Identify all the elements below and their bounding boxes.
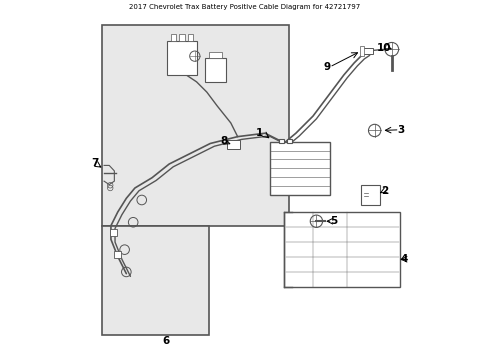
Bar: [110, 229, 117, 236]
Bar: [187, 34, 193, 41]
Bar: [270, 142, 329, 195]
Bar: [204, 58, 225, 82]
Bar: [102, 25, 288, 226]
Text: 9: 9: [323, 62, 329, 72]
Bar: [360, 46, 363, 56]
Bar: [170, 34, 176, 41]
Bar: [278, 139, 284, 143]
Text: 3: 3: [397, 125, 404, 135]
Bar: [227, 140, 239, 149]
Text: 1: 1: [256, 128, 263, 138]
Text: 10: 10: [376, 42, 391, 53]
Title: 2017 Chevrolet Trax Battery Positive Cable Diagram for 42721797: 2017 Chevrolet Trax Battery Positive Cab…: [129, 4, 359, 10]
Bar: [287, 139, 292, 143]
Bar: [284, 212, 400, 287]
Bar: [362, 48, 372, 54]
Text: 7: 7: [91, 158, 98, 168]
Bar: [360, 185, 379, 205]
Bar: [114, 251, 121, 258]
Text: 8: 8: [220, 136, 227, 146]
Text: 5: 5: [330, 216, 337, 226]
Bar: [102, 226, 208, 335]
Bar: [167, 41, 196, 75]
Text: 6: 6: [162, 337, 169, 346]
Text: 4: 4: [399, 254, 407, 264]
Bar: [208, 52, 222, 58]
Bar: [179, 34, 184, 41]
Text: 2: 2: [381, 186, 388, 197]
